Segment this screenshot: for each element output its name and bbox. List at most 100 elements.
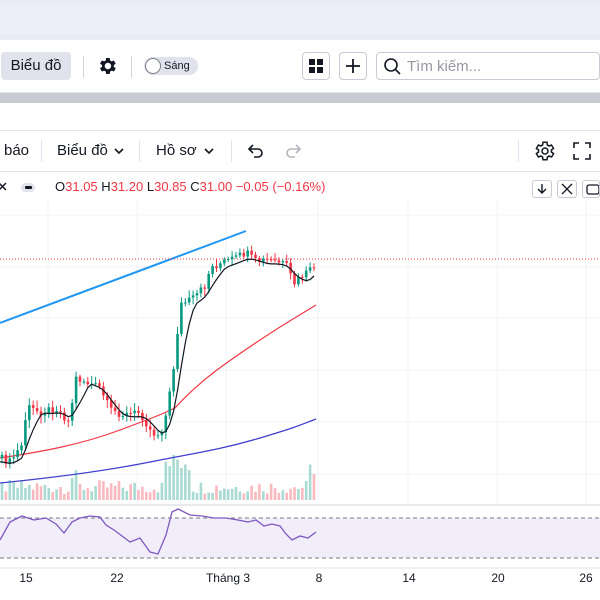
candle-body xyxy=(133,410,136,414)
search-input[interactable]: Tìm kiếm... xyxy=(376,52,600,80)
volume-bar xyxy=(152,489,156,500)
candle-body xyxy=(289,262,292,274)
scroll-down-button[interactable] xyxy=(532,180,552,198)
tab-divider xyxy=(518,140,519,162)
volume-bar xyxy=(301,487,304,500)
volume-bar xyxy=(219,490,222,500)
volume-bar xyxy=(51,492,54,500)
time-axis-label: 15 xyxy=(19,571,33,585)
add-button[interactable] xyxy=(339,52,367,80)
tab-report[interactable]: báo xyxy=(4,142,30,159)
volume-bar xyxy=(82,490,86,500)
candle-body xyxy=(55,411,58,413)
candle-body xyxy=(242,252,246,257)
volume-bar xyxy=(265,493,269,500)
search-placeholder: Tìm kiếm... xyxy=(407,58,482,75)
time-axis: 15 22 Tháng 3 8 14 20 26 xyxy=(19,571,593,585)
volume-bar xyxy=(215,485,218,500)
volume-bar xyxy=(164,461,168,500)
chevron-down-icon[interactable] xyxy=(113,146,125,156)
rsi-band xyxy=(0,518,600,558)
candle-body xyxy=(262,258,265,263)
candle-body xyxy=(215,266,218,269)
search-icon xyxy=(384,58,401,75)
volume-bar xyxy=(172,454,175,500)
volume-bar xyxy=(113,485,117,500)
undo-icon[interactable] xyxy=(245,141,265,161)
maximize-pane-button[interactable] xyxy=(582,180,600,198)
volume-bar xyxy=(43,484,47,500)
candle-body xyxy=(265,258,269,260)
browser-top-band xyxy=(0,0,600,41)
theme-toggle[interactable]: Sáng xyxy=(144,57,198,75)
chart-settings-gear-icon[interactable] xyxy=(532,139,556,163)
candle-body xyxy=(78,376,82,382)
theme-toggle-label: Sáng xyxy=(164,60,190,72)
candle-body xyxy=(20,445,23,451)
candle-body xyxy=(113,407,117,412)
candle-body xyxy=(74,376,78,404)
volume-bar xyxy=(4,491,8,500)
candle-body xyxy=(293,273,296,285)
time-axis-label: 14 xyxy=(402,571,416,585)
candle-body xyxy=(51,407,54,413)
change-value: −0.05 (−0.16%) xyxy=(235,179,326,194)
volume-bar xyxy=(129,484,132,500)
volume-bar xyxy=(8,480,12,500)
candle-body xyxy=(31,405,35,409)
visibility-pill[interactable] xyxy=(21,183,35,192)
layout-grid-button[interactable] xyxy=(302,52,330,80)
volume-bar xyxy=(289,488,292,500)
candle-body xyxy=(184,302,187,304)
volume-bar xyxy=(160,482,164,500)
volume-bar xyxy=(70,478,74,500)
settings-gear-icon[interactable] xyxy=(96,55,118,77)
candle-body xyxy=(39,411,43,416)
candle-body xyxy=(254,254,257,259)
ma-short-line xyxy=(0,258,315,465)
trendline[interactable] xyxy=(0,230,247,324)
chart-button[interactable]: Biểu đồ xyxy=(1,52,71,80)
candle-body xyxy=(226,259,230,261)
volume-bar xyxy=(59,487,62,500)
tab-profile[interactable]: Hồ sơ xyxy=(156,142,197,159)
volume-bar xyxy=(242,493,246,500)
candle-body xyxy=(94,383,97,385)
volume-bar xyxy=(94,485,97,500)
candle-body xyxy=(180,302,183,334)
volume-bar xyxy=(191,491,195,500)
close-icon[interactable] xyxy=(0,182,8,192)
candle-body xyxy=(129,412,132,414)
candle-body xyxy=(156,435,160,437)
fullscreen-icon[interactable] xyxy=(571,140,593,162)
candle-body xyxy=(98,383,101,387)
volume-bar xyxy=(281,490,285,500)
candle-body xyxy=(176,333,179,370)
volume-bar xyxy=(308,464,312,500)
collapse-button[interactable] xyxy=(557,180,577,198)
candle-body xyxy=(28,405,31,421)
time-axis-label: Tháng 3 xyxy=(206,571,250,585)
volume-bar xyxy=(39,486,43,500)
volume-bar xyxy=(258,484,261,500)
volume-bars xyxy=(0,454,316,500)
volume-bar xyxy=(47,488,51,500)
candle-body xyxy=(145,420,148,427)
volume-bar xyxy=(117,480,121,500)
close-key: C xyxy=(190,179,200,194)
volume-bar xyxy=(277,492,281,500)
volume-bar xyxy=(98,480,101,500)
tab-divider xyxy=(139,140,140,162)
tab-chart[interactable]: Biểu đồ xyxy=(57,142,108,159)
chevron-down-icon[interactable] xyxy=(203,146,215,156)
volume-bar xyxy=(254,491,257,500)
price-chart[interactable]: 15 22 Tháng 3 8 14 20 26 xyxy=(0,200,600,600)
candle-body xyxy=(312,267,316,269)
candle-body xyxy=(160,432,164,436)
redo-icon[interactable] xyxy=(284,141,304,161)
candle-body xyxy=(230,256,234,260)
candle-body xyxy=(137,410,140,413)
candle-body xyxy=(277,260,281,263)
maximize-icon xyxy=(586,184,600,195)
candle-body xyxy=(121,416,125,418)
